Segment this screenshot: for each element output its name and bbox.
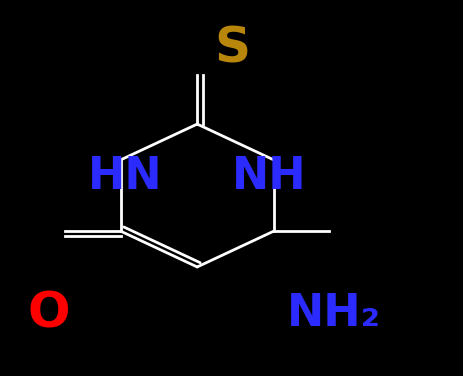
Text: NH: NH	[232, 155, 306, 198]
Text: S: S	[213, 25, 250, 73]
Text: O: O	[27, 290, 70, 338]
Text: HN: HN	[88, 155, 162, 198]
Text: NH₂: NH₂	[287, 293, 380, 335]
